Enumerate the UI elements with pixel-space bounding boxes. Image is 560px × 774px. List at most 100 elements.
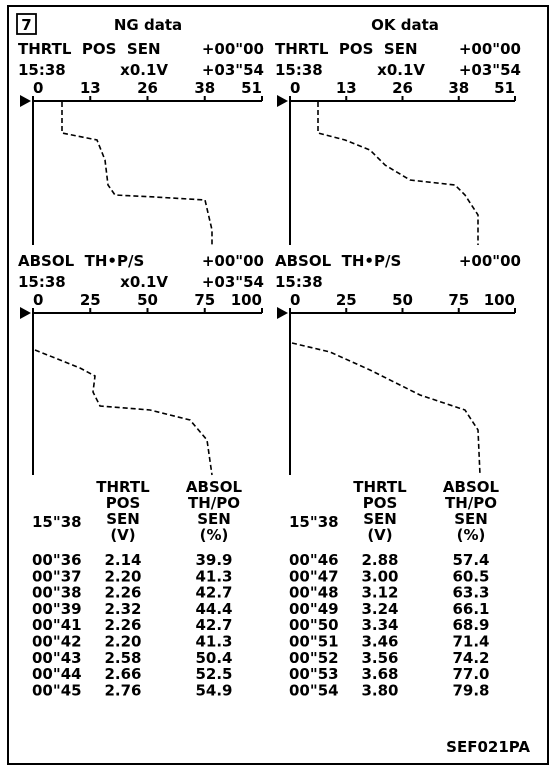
- tick-label: 26: [392, 79, 413, 97]
- frame: [7, 5, 549, 765]
- marker: [20, 95, 31, 107]
- table-cell: 57.4: [452, 551, 489, 569]
- table-cell: 41.3: [195, 633, 232, 651]
- table-cell: 3.56: [361, 649, 398, 667]
- time: 15:38: [18, 61, 66, 79]
- trace: [291, 342, 481, 476]
- table-cell: 42.7: [195, 584, 232, 602]
- table-cell: 2.14: [104, 551, 141, 569]
- table-cell: 00"51: [289, 633, 339, 651]
- tick-label: 51: [494, 79, 515, 97]
- table-header: SEN: [197, 510, 231, 528]
- table-cell: 68.9: [452, 616, 489, 634]
- table-cell: 2.26: [104, 616, 141, 634]
- trace: [34, 349, 213, 476]
- offset-start: +00"00: [202, 252, 264, 270]
- table-cell: 2.88: [361, 551, 398, 569]
- tick-label: 0: [290, 79, 300, 97]
- table-cell: 41.3: [195, 567, 232, 585]
- table-cell: 66.1: [452, 600, 489, 618]
- table-cell: 00"46: [289, 551, 339, 569]
- table-cell: 79.8: [452, 681, 489, 699]
- table-header: TH/PO: [188, 494, 240, 512]
- tick-label: 13: [336, 79, 357, 97]
- trace: [317, 102, 479, 245]
- table-cell: 39.9: [195, 551, 232, 569]
- marker: [277, 307, 288, 319]
- offset-end: +03"54: [202, 61, 264, 79]
- graph-label: THRTL POS SEN: [18, 40, 161, 58]
- table-header: SEN: [106, 510, 140, 528]
- table-cell: 00"42: [32, 633, 82, 651]
- tick-label: 38: [194, 79, 215, 97]
- tick-label: 50: [392, 291, 413, 309]
- table-header: TH/PO: [445, 494, 497, 512]
- unit: x0.1V: [120, 273, 168, 291]
- tick-label: 100: [231, 291, 262, 309]
- tick-label: 25: [80, 291, 101, 309]
- trace: [61, 102, 213, 245]
- table-cell: 2.66: [104, 665, 141, 683]
- tick-label: 100: [484, 291, 515, 309]
- tick-label: 0: [290, 291, 300, 309]
- offset-end: +03"54: [202, 273, 264, 291]
- table-cell: 3.34: [361, 616, 398, 634]
- unit: x0.1V: [120, 61, 168, 79]
- offset-start: +00"00: [459, 252, 521, 270]
- table-cell: 44.4: [195, 600, 232, 618]
- table-header: THRTL: [353, 478, 407, 496]
- table-time-header: 15"38: [32, 513, 82, 531]
- tick-label: 0: [33, 79, 43, 97]
- table-cell: 3.68: [361, 665, 398, 683]
- tick-label: 51: [241, 79, 262, 97]
- table-header: POS: [363, 494, 398, 512]
- time: 15:38: [18, 273, 66, 291]
- table-cell: 00"48: [289, 584, 339, 602]
- tick-label: 13: [80, 79, 101, 97]
- unit: x0.1V: [377, 61, 425, 79]
- marker: [20, 307, 31, 319]
- tick-label: 25: [336, 291, 357, 309]
- panel-heading: OK data: [371, 16, 439, 34]
- offset-start: +00"00: [202, 40, 264, 58]
- table-cell: 3.46: [361, 633, 398, 651]
- table-cell: 50.4: [195, 649, 232, 667]
- table-cell: 3.00: [361, 567, 398, 585]
- graph-label: THRTL POS SEN: [275, 40, 418, 58]
- tick-label: 75: [194, 291, 215, 309]
- table-cell: 00"47: [289, 567, 339, 585]
- marker: [277, 95, 288, 107]
- table-cell: 2.76: [104, 681, 141, 699]
- table-time-header: 15"38: [289, 513, 339, 531]
- tick-label: 75: [448, 291, 469, 309]
- offset-end: +03"54: [459, 61, 521, 79]
- table-cell: 00"50: [289, 616, 339, 634]
- tick-label: 26: [137, 79, 158, 97]
- table-header: POS: [106, 494, 141, 512]
- table-cell: 2.20: [104, 567, 141, 585]
- table-cell: 2.20: [104, 633, 141, 651]
- table-cell: 00"49: [289, 600, 339, 618]
- time: 15:38: [275, 61, 323, 79]
- offset-start: +00"00: [459, 40, 521, 58]
- tick-label: 0: [33, 291, 43, 309]
- figure-number: 7: [21, 16, 31, 34]
- table-cell: 42.7: [195, 616, 232, 634]
- table-cell: 00"38: [32, 584, 82, 602]
- figure-number-box: [16, 13, 37, 35]
- table-cell: 71.4: [452, 633, 489, 651]
- table-cell: 77.0: [452, 665, 489, 683]
- table-cell: 00"53: [289, 665, 339, 683]
- table-cell: 00"45: [32, 681, 82, 699]
- table-cell: 00"37: [32, 567, 82, 585]
- table-header: (V): [110, 526, 135, 544]
- table-cell: 2.32: [104, 600, 141, 618]
- table-header: (V): [367, 526, 392, 544]
- table-cell: 3.80: [361, 681, 398, 699]
- table-cell: 2.58: [104, 649, 141, 667]
- table-cell: 00"44: [32, 665, 82, 683]
- table-cell: 54.9: [195, 681, 232, 699]
- tick-label: 38: [448, 79, 469, 97]
- table-header: SEN: [454, 510, 488, 528]
- panel-heading: NG data: [114, 16, 182, 34]
